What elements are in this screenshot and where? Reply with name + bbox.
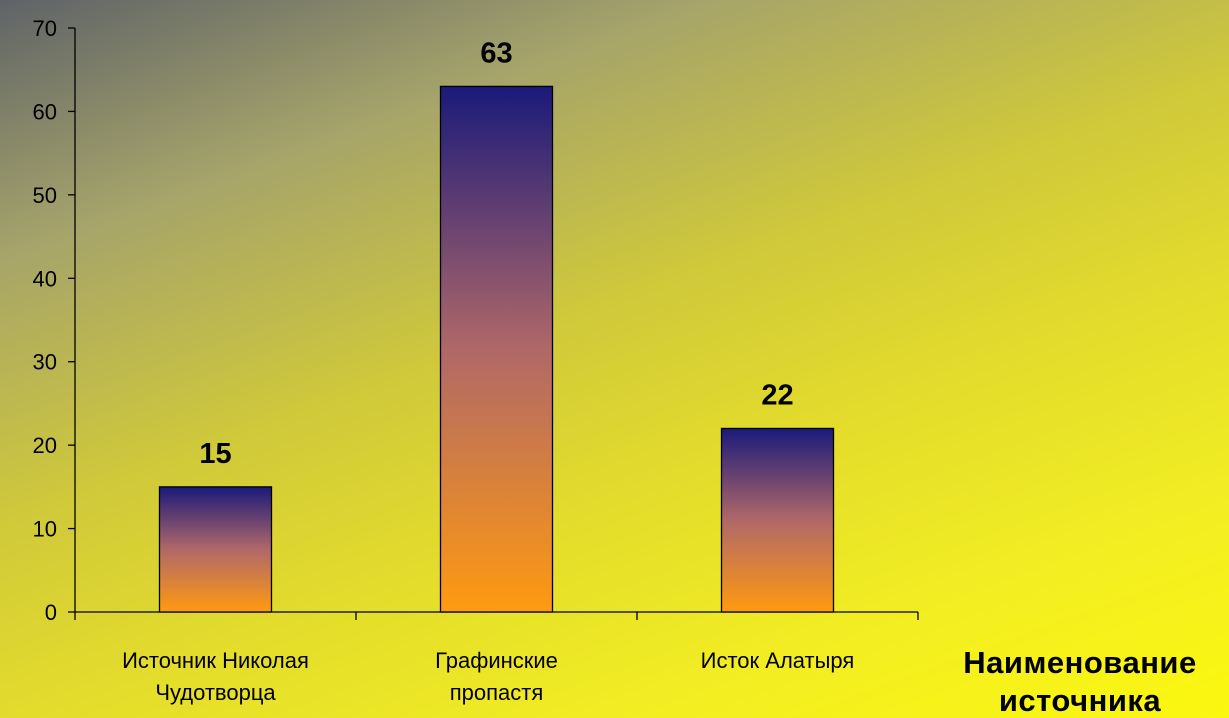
data-labels: 15 63 22	[199, 37, 793, 469]
y-tick-label: 0	[45, 600, 57, 625]
y-tick-label: 20	[33, 433, 57, 458]
x-tick-label: Источник Николая Чудотворца	[122, 648, 309, 705]
bar	[439, 85, 554, 613]
bars	[158, 85, 835, 613]
y-tick-label: 70	[33, 16, 57, 41]
y-tick-label: 60	[33, 99, 57, 124]
x-tick-label: Графинские пропастя	[435, 648, 558, 705]
x-tick-label: Исток Алатыря	[701, 648, 855, 673]
y-tick-label: 40	[33, 266, 57, 291]
y-tick-label: 50	[33, 183, 57, 208]
data-label: 22	[761, 379, 793, 411]
y-tick-label: 30	[33, 350, 57, 375]
x-axis: Источник Николая Чудотворца Графинские проп…	[74, 611, 919, 705]
x-axis-title: Наименование источника	[963, 645, 1196, 718]
y-tick-label: 10	[33, 517, 57, 542]
bar	[158, 486, 273, 613]
y-axis: 0 10 20 30 40 50 60 70	[33, 16, 76, 625]
data-label: 15	[199, 438, 231, 470]
data-label: 63	[480, 37, 512, 69]
bar	[720, 427, 835, 613]
